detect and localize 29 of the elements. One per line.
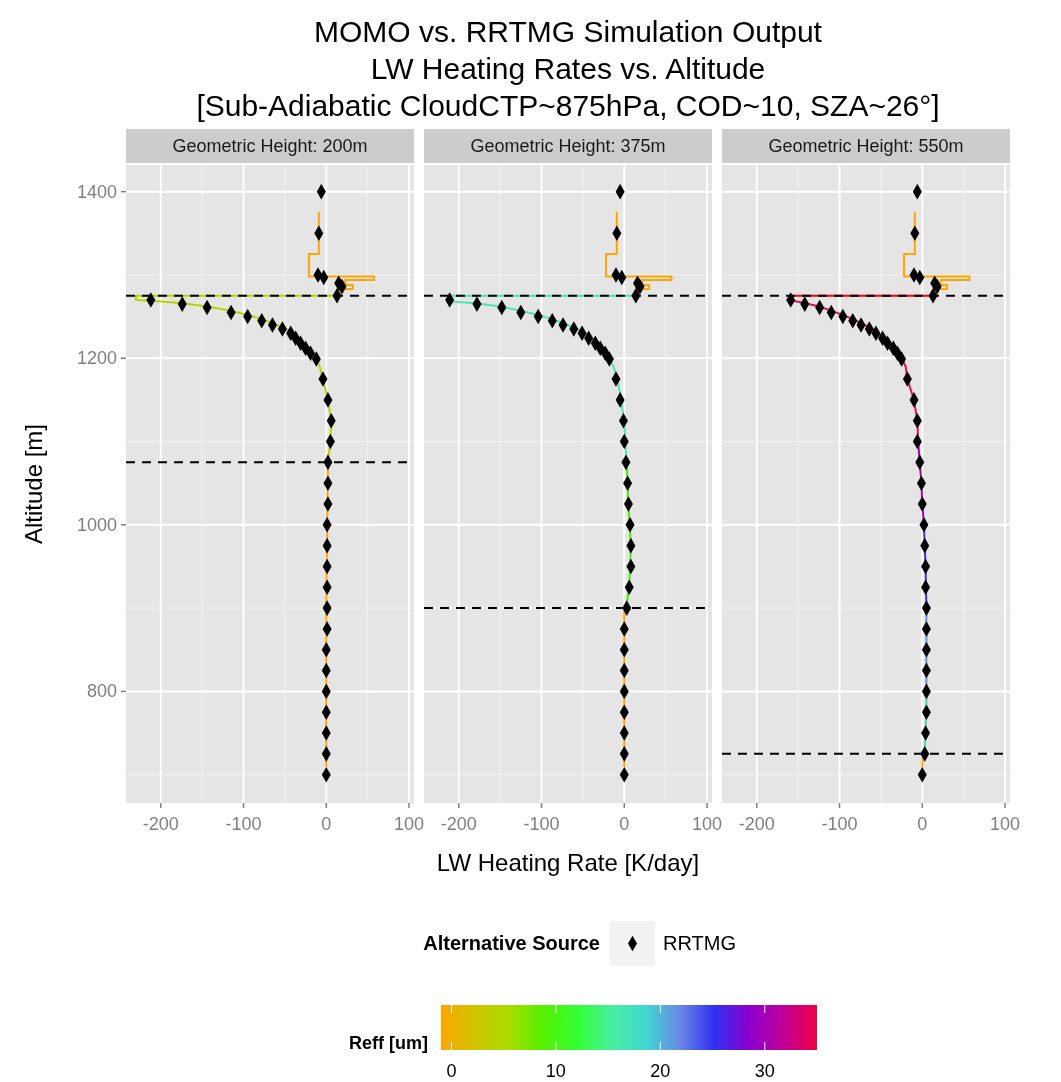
x-tick-label: 100 (394, 814, 425, 834)
text: MOMO vs. RRTMG Simulation Output LW Heating Rates vs. Altitude [Sub-Adiabatic CloudCTP~875hPa, COD~10, SZA~26°] (196, 15, 940, 122)
color-bar-label: 10 (545, 1061, 566, 1081)
x-tick-label: -100 (821, 814, 858, 834)
x-tick-label: -200 (440, 814, 477, 834)
chart-subtitle: Geometric Height: 550m (768, 136, 964, 156)
x-tick-label: -100 (225, 814, 262, 834)
x-tick-label: 0 (917, 814, 928, 834)
y-tick-label: 1200 (76, 348, 117, 369)
color-bar-label: 0 (446, 1061, 457, 1081)
y-tick-label: 1000 (76, 514, 117, 535)
x-tick-label: 100 (692, 814, 723, 834)
x-tick-label: -200 (738, 814, 775, 834)
legend-label: RRTMG (663, 932, 736, 954)
x-tick-label: -100 (523, 814, 560, 834)
color-bar-label: 30 (754, 1061, 775, 1081)
chart-subtitle: Geometric Height: 375m (470, 136, 666, 156)
color-bar-label: 20 (650, 1061, 671, 1081)
x-tick-label: 0 (321, 814, 332, 834)
y-tick-label: 800 (86, 681, 117, 702)
x-tick-label: 100 (990, 814, 1021, 834)
y-axis-title: Altitude [m] (20, 423, 47, 545)
color-bar-title: Reff [um] (349, 1033, 428, 1053)
legend-title: Alternative Source (423, 932, 600, 954)
x-tick-label: 0 (619, 814, 630, 834)
chart-subtitle: Geometric Height: 200m (172, 136, 368, 156)
y-tick-label: 1400 (76, 181, 117, 202)
x-tick-label: -200 (142, 814, 179, 834)
x-axis-title: LW Heating Rate [K/day] (436, 849, 700, 876)
